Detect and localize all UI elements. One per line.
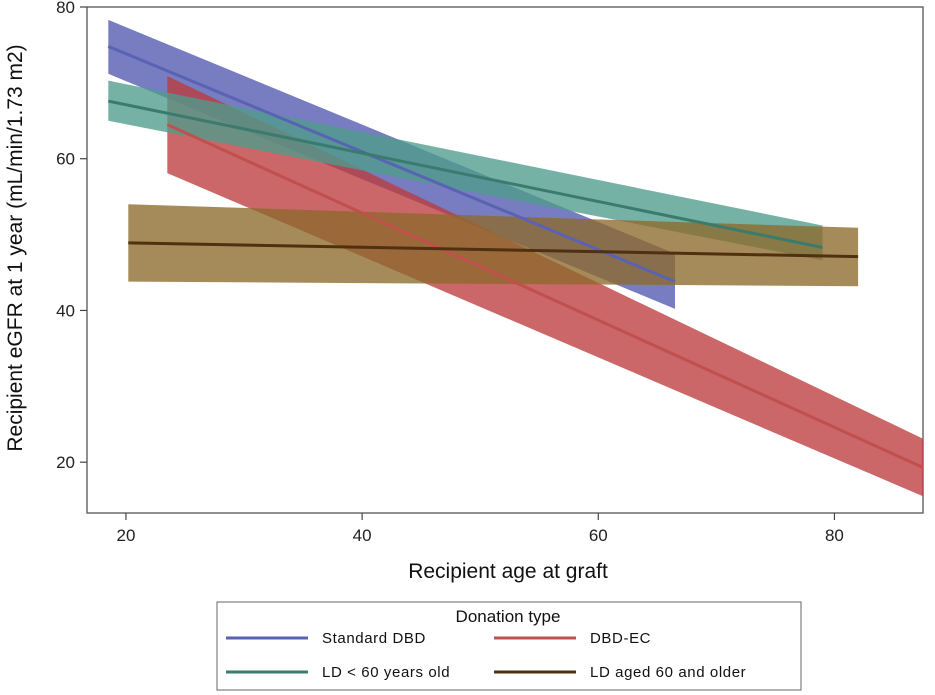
y-tick-label: 20: [56, 453, 75, 472]
legend-label: LD < 60 years old: [322, 664, 450, 681]
x-axis-title: Recipient age at graft: [408, 560, 608, 583]
x-tick-label: 80: [825, 526, 844, 545]
band-dbd-ec: [167, 76, 924, 497]
legend-label: LD aged 60 and older: [590, 664, 746, 681]
x-tick-label: 40: [353, 526, 372, 545]
line-standard-dbd: [107, 45, 676, 283]
x-tick-label: 60: [589, 526, 608, 545]
legend-box: [216, 601, 802, 691]
y-axis: 20 40 60 80: [56, 0, 87, 472]
y-tick-label: 40: [56, 301, 75, 320]
legend-label: DBD-EC: [590, 630, 651, 647]
x-tick-label: 20: [117, 526, 136, 545]
x-axis: 20 40 60 80: [117, 513, 844, 545]
y-tick-label: 80: [56, 0, 75, 17]
legend: Donation type Standard DBD DBD-EC LD < 60 …: [216, 601, 802, 691]
regression-lines: [107, 45, 924, 469]
legend-items: Standard DBD DBD-EC LD < 60 years old LD ag…: [226, 630, 746, 681]
band-ld-60-years-old: [108, 80, 823, 261]
y-tick-label: 60: [56, 150, 75, 169]
y-axis-title: Recipient eGFR at 1 year (mL/min/1.73 m2…: [4, 44, 27, 451]
line-ld-aged-60-and-older: [128, 241, 859, 259]
line-dbd-ec: [166, 123, 924, 469]
legend-label: Standard DBD: [322, 630, 426, 647]
legend-title: Donation type: [456, 607, 561, 626]
band-ld-aged-60-and-older: [128, 204, 859, 287]
line-ld-60-years-old: [107, 99, 823, 249]
